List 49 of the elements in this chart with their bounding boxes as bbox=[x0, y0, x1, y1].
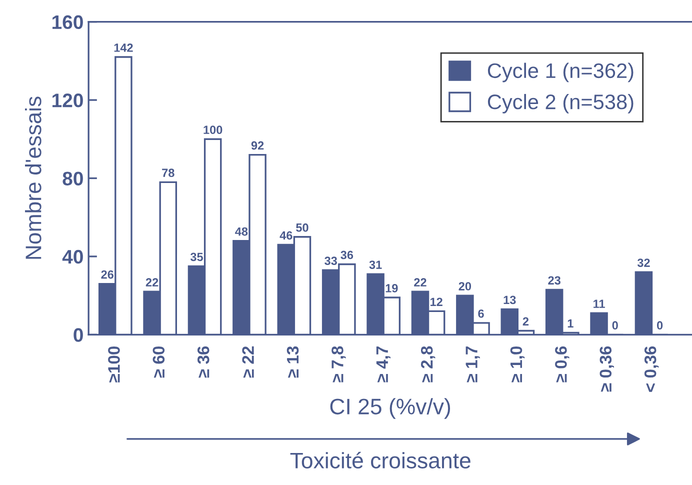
x-tick-label: ≥ 13 bbox=[286, 346, 299, 378]
x-tick-label: ≥ 7,8 bbox=[332, 346, 346, 382]
y-axis-title: Nombre d'essais bbox=[25, 96, 42, 259]
x-axis-title: CI 25 (%v/v) bbox=[330, 398, 450, 419]
data-label: 20 bbox=[458, 282, 472, 290]
x-tick-label: < 0,36 bbox=[644, 346, 659, 392]
data-label: 1 bbox=[568, 319, 574, 328]
data-label: 13 bbox=[504, 296, 516, 304]
x-tick-label: ≥ 36 bbox=[197, 346, 210, 378]
x-tick-label: ≥ 60 bbox=[152, 346, 165, 378]
text: Toxicité croissante bbox=[290, 452, 470, 468]
data-label: 2 bbox=[522, 317, 529, 326]
data-label: 0 bbox=[612, 321, 618, 330]
data-label: 36 bbox=[340, 250, 354, 260]
data-label: 11 bbox=[594, 300, 605, 308]
data-label: 12 bbox=[430, 298, 442, 306]
x-tick-label: ≥ 1,7 bbox=[466, 346, 480, 382]
data-label: 19 bbox=[386, 284, 398, 292]
data-label: 22 bbox=[146, 278, 158, 286]
data-label: 0 bbox=[657, 321, 663, 330]
x-tick-label: ≥100 bbox=[108, 346, 120, 382]
data-label: 32 bbox=[637, 258, 650, 267]
x-tick-label: ≥ 2,8 bbox=[420, 346, 436, 382]
legend-label: Cycle 2 (n=538) bbox=[488, 94, 634, 114]
data-label: 50 bbox=[296, 223, 308, 232]
data-label: 48 bbox=[235, 227, 248, 236]
data-label: 100 bbox=[204, 126, 222, 134]
y-tick-label: 120 bbox=[52, 94, 83, 108]
x-tick-label: ≥ 0,36 bbox=[600, 346, 614, 392]
y-tick-label: 0 bbox=[74, 328, 83, 342]
data-label: 23 bbox=[548, 276, 560, 285]
x-tick-label: ≥ 4,7 bbox=[376, 346, 390, 382]
x-tick-label: ≥ 22 bbox=[242, 346, 254, 378]
data-label: 31 bbox=[369, 260, 382, 269]
x-tick-label: ≥ 0,6 bbox=[555, 346, 570, 382]
data-label: 6 bbox=[478, 309, 484, 318]
y-tick-label: 160 bbox=[52, 15, 83, 30]
data-label: 33 bbox=[324, 256, 337, 266]
data-label: 78 bbox=[162, 168, 174, 178]
data-label: 22 bbox=[414, 278, 426, 286]
data-label: 46 bbox=[280, 231, 292, 240]
y-tick-label: 40 bbox=[62, 250, 83, 264]
data-label: 142 bbox=[114, 44, 133, 52]
data-label: 26 bbox=[101, 270, 114, 279]
y-tick-label: 80 bbox=[62, 172, 83, 186]
x-tick-label: ≥ 1,0 bbox=[510, 346, 525, 382]
legend-label: Cycle 1 (n=362) bbox=[488, 62, 634, 82]
data-label: 92 bbox=[251, 141, 264, 150]
data-label: 35 bbox=[190, 252, 203, 262]
